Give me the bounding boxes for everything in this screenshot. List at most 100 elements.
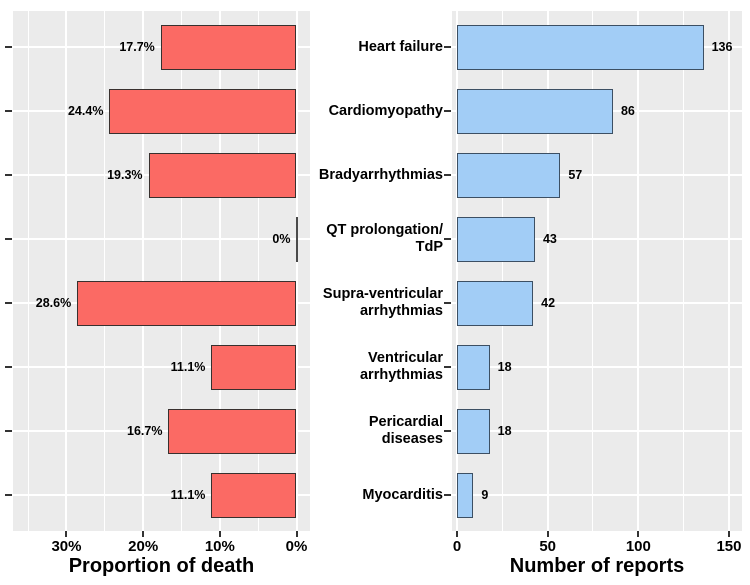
minor-gridline-vertical — [27, 11, 29, 531]
reports-value-label: 86 — [620, 104, 635, 118]
proportion-value-label: 16.7% — [127, 424, 163, 438]
proportion-bar — [148, 152, 297, 198]
major-gridline-horizontal — [13, 238, 310, 240]
major-gridline-vertical — [456, 11, 458, 531]
reports-bar — [457, 216, 535, 262]
y-axis-tick-right — [444, 430, 451, 432]
minor-gridline-vertical — [501, 11, 503, 531]
reports-bar — [457, 344, 490, 390]
category-label: Ventricular arrhythmias — [359, 350, 443, 383]
major-gridline-horizontal — [452, 494, 742, 496]
reports-bar — [457, 24, 704, 70]
major-gridline-horizontal — [13, 430, 310, 432]
major-gridline-vertical — [727, 11, 730, 531]
reports-value-label: 43 — [542, 232, 557, 246]
plot-panel-number-of-reports: 136 86 57 43 42 18 18 9 — [452, 11, 742, 531]
reports-bar — [457, 472, 474, 518]
proportion-value-label: 11.1% — [170, 360, 206, 374]
category-label: Supra-ventricular arrhythmias — [322, 286, 443, 319]
major-gridline-vertical — [546, 11, 549, 531]
major-gridline-vertical — [295, 11, 298, 531]
minor-gridline-vertical — [257, 11, 259, 531]
reports-value-label: 18 — [497, 360, 512, 374]
major-gridline-horizontal — [13, 366, 310, 368]
minor-gridline-vertical — [592, 11, 594, 531]
y-axis-tick-right — [444, 110, 451, 112]
proportion-bar — [109, 88, 297, 134]
y-axis-tick-right — [444, 302, 451, 304]
reports-bar — [457, 408, 490, 454]
x-axis-tick-label: 0 — [452, 538, 462, 555]
major-gridline-vertical — [142, 11, 145, 531]
proportion-bar — [168, 408, 297, 454]
y-axis-tick-left — [5, 366, 12, 368]
proportion-value-label: 11.1% — [170, 488, 206, 502]
minor-gridline-vertical — [104, 11, 106, 531]
major-gridline-vertical — [637, 11, 640, 531]
x-axis-title-left: Proportion of death — [68, 555, 255, 577]
reports-value-label: 136 — [711, 40, 733, 54]
major-gridline-horizontal — [13, 494, 310, 496]
category-label: Pericardial diseases — [368, 414, 443, 447]
category-label: Heart failure — [358, 38, 443, 55]
major-gridline-horizontal — [452, 174, 742, 176]
category-label: Bradyarrhythmias — [318, 166, 443, 183]
x-axis-tick-label: 20% — [128, 538, 159, 555]
proportion-bar — [77, 280, 297, 326]
y-axis-tick-right — [444, 494, 451, 496]
reports-bar — [457, 280, 534, 326]
major-gridline-vertical — [65, 11, 68, 531]
x-axis-tick — [727, 531, 730, 537]
x-axis-tick — [218, 531, 221, 537]
x-axis-tick-label: 30% — [51, 538, 82, 555]
category-label: Myocarditis — [362, 486, 443, 503]
reports-value-label: 57 — [568, 168, 583, 182]
minor-gridline-vertical — [180, 11, 182, 531]
proportion-zero-bar — [295, 216, 298, 262]
y-axis-tick-right — [444, 238, 451, 240]
proportion-value-label: 19.3% — [107, 168, 143, 182]
major-gridline-horizontal — [452, 302, 742, 304]
reports-bar — [457, 152, 561, 198]
x-axis-tick-label: 10% — [204, 538, 235, 555]
category-label: Cardiomyopathy — [328, 102, 443, 119]
x-axis-tick — [295, 531, 298, 537]
proportion-value-label: 24.4% — [67, 104, 104, 118]
major-gridline-horizontal — [452, 366, 742, 368]
y-axis-tick-right — [444, 366, 451, 368]
y-axis-tick-left — [5, 430, 12, 432]
x-axis-tick-label: 50 — [539, 538, 556, 555]
y-axis-tick-left — [5, 302, 12, 304]
x-axis-title-right: Number of reports — [509, 555, 685, 577]
y-axis-tick-left — [5, 494, 12, 496]
reports-value-label: 9 — [481, 488, 489, 502]
y-axis-tick-left — [5, 46, 12, 48]
plot-panel-proportion-of-death: 17.7% 24.4% 19.3% 0% 28.6% 11.1% 16.7% 11.1% — [13, 11, 310, 531]
proportion-bar — [211, 344, 297, 390]
y-axis-tick-left — [5, 110, 12, 112]
reports-value-label: 18 — [497, 424, 512, 438]
proportion-bar — [160, 24, 297, 70]
proportion-bar — [211, 472, 297, 518]
category-label: QT prolongation/ TdP — [326, 222, 443, 255]
x-axis-tick-label: 0% — [285, 538, 308, 555]
proportion-value-label: 28.6% — [35, 296, 72, 310]
proportion-value-label: 0% — [272, 232, 291, 246]
major-gridline-vertical — [218, 11, 221, 531]
major-gridline-horizontal — [452, 430, 742, 432]
x-axis-tick-label: 150 — [716, 538, 742, 555]
y-axis-tick-right — [444, 46, 451, 48]
y-axis-tick-left — [5, 238, 12, 240]
x-axis-tick — [637, 531, 640, 537]
y-axis-tick-right — [444, 174, 451, 176]
proportion-value-label: 17.7% — [119, 40, 155, 54]
x-axis-tick — [456, 531, 458, 537]
reports-value-label: 42 — [541, 296, 556, 310]
x-axis-tick — [142, 531, 145, 537]
reports-bar — [457, 88, 613, 134]
minor-gridline-vertical — [683, 11, 685, 531]
x-axis-tick — [546, 531, 549, 537]
x-axis-tick — [65, 531, 68, 537]
x-axis-tick-label: 100 — [625, 538, 651, 555]
